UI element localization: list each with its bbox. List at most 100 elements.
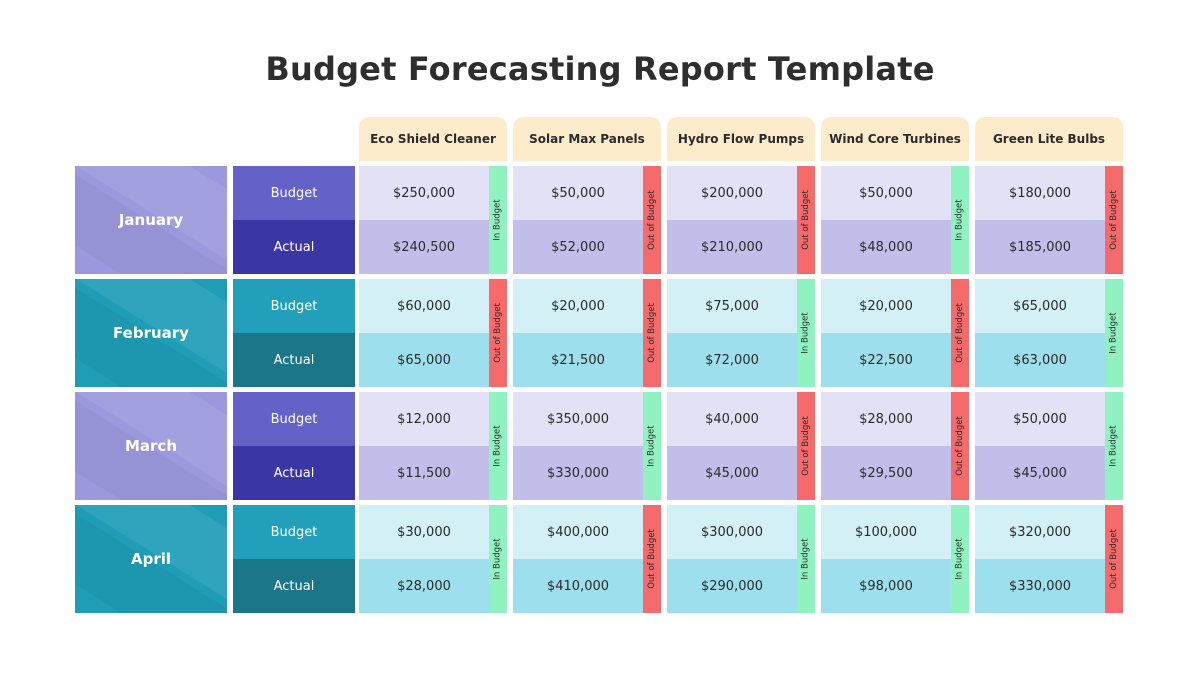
out-of-budget-badge: Out of Budget xyxy=(1105,166,1123,274)
actual-value: $45,000 xyxy=(975,446,1105,500)
status-label: In Budget xyxy=(955,199,966,241)
budget-value: $350,000 xyxy=(513,392,643,446)
out-of-budget-badge: Out of Budget xyxy=(951,279,969,387)
status-label: Out of Budget xyxy=(801,416,811,476)
status-label: Out of Budget xyxy=(955,303,965,363)
actual-value: $290,000 xyxy=(667,559,797,613)
month-march: March xyxy=(75,392,227,500)
budget-value: $12,000 xyxy=(359,392,489,446)
in-budget-badge: In Budget xyxy=(1105,392,1123,500)
out-of-budget-badge: Out of Budget xyxy=(643,279,661,387)
actual-label: Actual xyxy=(233,333,355,387)
budget-value: $20,000 xyxy=(821,279,951,333)
in-budget-badge: In Budget xyxy=(951,166,969,274)
budget-value: $400,000 xyxy=(513,505,643,559)
budget-value: $50,000 xyxy=(821,166,951,220)
budget-label: Budget xyxy=(233,392,355,446)
budget-value: $250,000 xyxy=(359,166,489,220)
status-label: In Budget xyxy=(1109,312,1120,354)
budget-value: $180,000 xyxy=(975,166,1105,220)
status-label: In Budget xyxy=(647,425,658,467)
status-label: Out of Budget xyxy=(801,190,811,250)
actual-label: Actual xyxy=(233,220,355,274)
header-eco-shield-cleaner: Eco Shield Cleaner xyxy=(359,117,507,161)
budget-value: $50,000 xyxy=(513,166,643,220)
status-label: In Budget xyxy=(955,538,966,580)
header-hydro-flow-pumps: Hydro Flow Pumps xyxy=(667,117,815,161)
budget-value: $20,000 xyxy=(513,279,643,333)
status-label: In Budget xyxy=(801,538,812,580)
actual-value: $72,000 xyxy=(667,333,797,387)
actual-value: $330,000 xyxy=(513,446,643,500)
actual-value: $63,000 xyxy=(975,333,1105,387)
out-of-budget-badge: Out of Budget xyxy=(951,392,969,500)
page-title: Budget Forecasting Report Template xyxy=(265,50,935,88)
out-of-budget-badge: Out of Budget xyxy=(489,279,507,387)
in-budget-badge: In Budget xyxy=(489,392,507,500)
budget-value: $100,000 xyxy=(821,505,951,559)
out-of-budget-badge: Out of Budget xyxy=(797,166,815,274)
actual-value: $185,000 xyxy=(975,220,1105,274)
status-label: In Budget xyxy=(493,199,504,241)
actual-value: $410,000 xyxy=(513,559,643,613)
out-of-budget-badge: Out of Budget xyxy=(1105,505,1123,613)
actual-value: $240,500 xyxy=(359,220,489,274)
month-label: April xyxy=(130,550,172,568)
actual-value: $330,000 xyxy=(975,559,1105,613)
header-green-lite-bulbs: Green Lite Bulbs xyxy=(975,117,1123,161)
actual-value: $11,500 xyxy=(359,446,489,500)
actual-value: $22,500 xyxy=(821,333,951,387)
in-budget-badge: In Budget xyxy=(797,279,815,387)
out-of-budget-badge: Out of Budget xyxy=(797,392,815,500)
budget-value: $300,000 xyxy=(667,505,797,559)
status-label: Out of Budget xyxy=(647,303,657,363)
status-label: Out of Budget xyxy=(1109,190,1119,250)
budget-value: $75,000 xyxy=(667,279,797,333)
in-budget-badge: In Budget xyxy=(797,505,815,613)
actual-value: $29,500 xyxy=(821,446,951,500)
in-budget-badge: In Budget xyxy=(1105,279,1123,387)
budget-value: $30,000 xyxy=(359,505,489,559)
in-budget-badge: In Budget xyxy=(643,392,661,500)
actual-value: $28,000 xyxy=(359,559,489,613)
header-wind-core-turbines: Wind Core Turbines xyxy=(821,117,969,161)
status-label: Out of Budget xyxy=(1109,529,1119,589)
budget-value: $50,000 xyxy=(975,392,1105,446)
header-solar-max-panels: Solar Max Panels xyxy=(513,117,661,161)
out-of-budget-badge: Out of Budget xyxy=(643,166,661,274)
status-label: Out of Budget xyxy=(493,303,503,363)
status-label: In Budget xyxy=(801,312,812,354)
month-label: March xyxy=(124,437,178,455)
actual-value: $52,000 xyxy=(513,220,643,274)
budget-value: $65,000 xyxy=(975,279,1105,333)
budget-value: $28,000 xyxy=(821,392,951,446)
actual-value: $48,000 xyxy=(821,220,951,274)
actual-value: $210,000 xyxy=(667,220,797,274)
actual-value: $65,000 xyxy=(359,333,489,387)
in-budget-badge: In Budget xyxy=(489,505,507,613)
actual-value: $45,000 xyxy=(667,446,797,500)
budget-value: $40,000 xyxy=(667,392,797,446)
status-label: Out of Budget xyxy=(647,190,657,250)
status-label: In Budget xyxy=(1109,425,1120,467)
budget-value: $320,000 xyxy=(975,505,1105,559)
in-budget-badge: In Budget xyxy=(951,505,969,613)
budget-label: Budget xyxy=(233,166,355,220)
status-label: In Budget xyxy=(493,538,504,580)
in-budget-badge: In Budget xyxy=(489,166,507,274)
month-label: February xyxy=(113,324,189,342)
actual-label: Actual xyxy=(233,559,355,613)
status-label: Out of Budget xyxy=(955,416,965,476)
budget-label: Budget xyxy=(233,505,355,559)
status-label: Out of Budget xyxy=(647,529,657,589)
month-april: April xyxy=(75,505,227,613)
actual-label: Actual xyxy=(233,446,355,500)
actual-value: $98,000 xyxy=(821,559,951,613)
budget-label: Budget xyxy=(233,279,355,333)
month-label: January xyxy=(118,211,184,229)
month-february: February xyxy=(75,279,227,387)
month-january: January xyxy=(75,166,227,274)
out-of-budget-badge: Out of Budget xyxy=(643,505,661,613)
status-label: In Budget xyxy=(493,425,504,467)
budget-value: $60,000 xyxy=(359,279,489,333)
